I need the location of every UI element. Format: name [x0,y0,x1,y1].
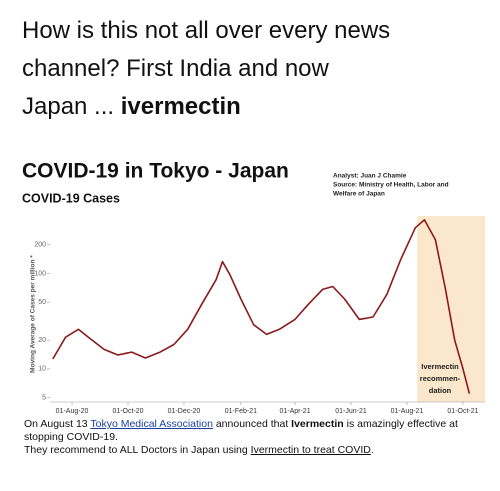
y-tick-label: 10 [38,366,46,373]
post-line: channel? First India and now [22,55,329,82]
post-emphasis: ivermectin [120,93,241,120]
caption: On August 13 Tokyo Medical Association a… [24,418,458,457]
x-tick-label: 01-Oct-20 [112,408,143,415]
y-tick-label: 100 [34,270,46,277]
x-tick-label: 01-Aug-20 [56,408,89,415]
chart: COVID-19 in Tokyo - Japan COVID-19 Cases… [22,160,485,415]
y-axis-label: Moving Average of Cases per million * [30,255,37,373]
caption-segment: Tokyo Medical Association [90,418,213,430]
x-tick-label: 01-Feb-21 [225,408,257,415]
y-tick-label: 200 [34,242,46,249]
shade-label: recommen- [420,374,461,383]
caption-line: On August 13 Tokyo Medical Association a… [24,418,458,431]
y-tick-label: 20 [38,337,46,344]
source-note: Analyst: Juan J Chamie [333,173,407,180]
post-line: How is this not all over every news [22,17,391,44]
caption-line: They recommend to ALL Doctors in Japan u… [24,444,458,457]
x-tick-label: 01-Oct-21 [447,408,478,415]
x-tick-label: 01-Jun-21 [335,408,367,415]
caption-segment: announced that [212,418,292,430]
y-tick-label: 50 [38,299,46,306]
caption-line: stopping COVID-19. [24,431,458,444]
x-tick-label: 01-Apr-21 [279,408,310,415]
chart-title: COVID-19 in Tokyo - Japan [22,160,289,183]
post-line: Japan ... ivermectin [22,93,241,120]
x-tick-label: 01-Aug-21 [391,408,424,415]
data-line [52,219,471,394]
source-note: Welfare of Japan [333,191,385,198]
caption-segment: Ivermectin [291,418,344,430]
post-text: How is this not all over every news chann… [22,12,390,126]
caption-segment: . [370,444,374,456]
y-tick-label: 5 [42,394,46,401]
caption-segment: They recommend to ALL Doctors in Japan u… [24,444,251,456]
shade-label: dation [429,386,452,395]
caption-segment: is amazingly effective at [343,418,458,430]
chart-subtitle: COVID-19 Cases [22,191,120,205]
caption-segment: Ivermectin to treat COVID [250,444,371,456]
shade-label: Ivermectin [421,362,459,371]
source-note: Source: Ministry of Health, Labor and [333,182,449,189]
x-tick-label: 01-Dec-20 [168,408,201,415]
caption-segment: On August 13 [24,418,91,430]
shaded-region [417,216,485,402]
caption-segment: stopping COVID-19. [24,431,118,443]
